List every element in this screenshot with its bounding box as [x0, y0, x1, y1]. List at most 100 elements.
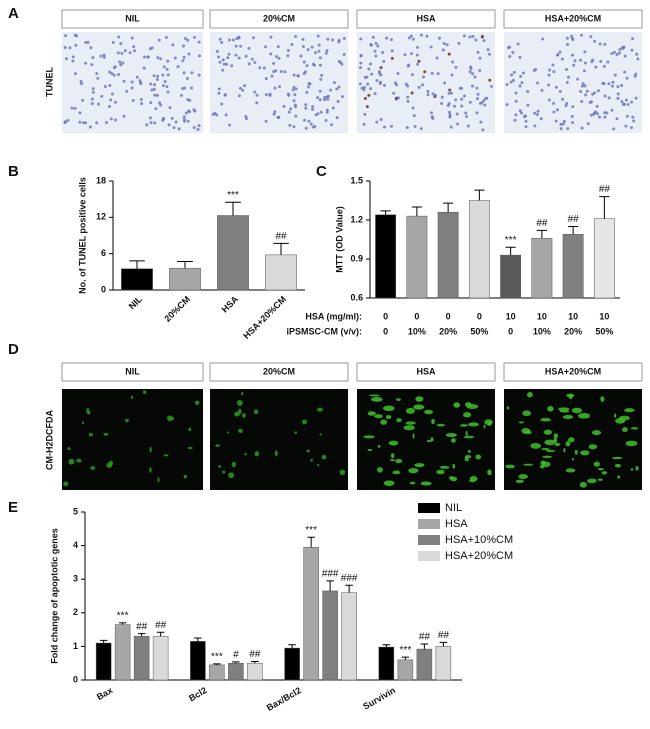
cell: [377, 444, 381, 448]
nucleus: [469, 67, 473, 71]
x-row-value: 10: [599, 311, 609, 321]
cell: [505, 464, 515, 469]
significance: ***: [400, 645, 412, 656]
nucleus: [130, 80, 134, 84]
nucleus: [375, 78, 379, 82]
nucleus: [403, 53, 407, 57]
nucleus: [558, 89, 562, 93]
nucleus: [378, 80, 382, 84]
nucleus: [286, 54, 290, 58]
nucleus: [181, 59, 185, 63]
nucleus: [360, 86, 364, 90]
header-label: HSA: [416, 13, 436, 23]
nucleus: [369, 87, 373, 91]
nucleus: [336, 99, 340, 103]
nucleus: [158, 101, 162, 105]
cell: [383, 480, 395, 486]
nucleus: [471, 34, 475, 38]
nucleus: [317, 43, 321, 47]
x-row-value: 10: [537, 311, 547, 321]
nucleus: [406, 95, 410, 99]
nucleus: [442, 42, 446, 46]
nucleus: [489, 84, 493, 88]
nucleus: [241, 88, 245, 92]
cell: [565, 468, 576, 473]
nucleus: [227, 52, 231, 56]
nucleus: [375, 120, 379, 124]
cell: [545, 449, 556, 453]
nucleus: [68, 46, 72, 50]
nucleus: [457, 41, 461, 45]
nucleus: [100, 94, 104, 98]
x-tick-label: Bcl2: [187, 685, 208, 703]
nucleus: [302, 118, 306, 122]
nucleus: [161, 117, 165, 121]
nucleus: [268, 92, 272, 96]
cell: [413, 404, 425, 410]
nucleus: [301, 44, 305, 48]
nucleus: [270, 74, 274, 78]
nucleus: [624, 98, 628, 102]
header-box: [61, 9, 204, 29]
cell: [469, 476, 478, 482]
nucleus: [286, 48, 290, 52]
cell: [558, 407, 570, 412]
nucleus: [478, 69, 482, 73]
x-row-label: iPSMSC-CM (v/v):: [286, 326, 362, 336]
header-label: 20%CM: [263, 13, 295, 23]
nucleus: [426, 93, 430, 97]
nucleus: [325, 108, 329, 112]
nucleus: [167, 123, 171, 127]
cell: [130, 395, 133, 400]
nucleus: [486, 48, 490, 52]
nucleus: [596, 89, 600, 93]
nucleus: [565, 36, 569, 40]
cell: [625, 440, 638, 447]
nucleus: [165, 67, 169, 71]
significance: ***: [505, 235, 517, 246]
nucleus: [116, 51, 120, 55]
nucleus: [420, 83, 424, 87]
nucleus: [451, 60, 455, 64]
error-bar: [536, 229, 547, 239]
significance: ##: [275, 231, 287, 242]
cell: [580, 450, 590, 456]
nucleus: [579, 58, 583, 62]
nucleus: [623, 70, 627, 74]
nucleus: [602, 82, 606, 86]
nucleus: [570, 114, 574, 118]
nucleus: [74, 43, 78, 47]
nucleus: [539, 117, 543, 121]
nucleus: [217, 87, 221, 91]
nucleus: [197, 40, 201, 44]
nucleus: [454, 98, 458, 102]
bar: [375, 214, 397, 299]
nucleus: [331, 106, 335, 110]
error-bar: [420, 643, 429, 650]
nucleus: [182, 115, 186, 119]
y-tick-label: 4: [73, 540, 78, 550]
nucleus: [324, 118, 328, 122]
nucleus: [406, 99, 410, 103]
nucleus: [108, 70, 112, 74]
nucleus: [182, 71, 186, 75]
nucleus: [412, 114, 416, 118]
nucleus: [161, 84, 165, 88]
nucleus: [70, 106, 74, 110]
nucleus: [192, 35, 196, 39]
nucleus: [108, 84, 112, 88]
nucleus: [276, 115, 280, 119]
nucleus: [244, 114, 248, 118]
cell: [88, 432, 93, 437]
cell: [489, 470, 492, 475]
nucleus: [430, 71, 434, 75]
nucleus: [393, 81, 397, 85]
nucleus: [389, 38, 393, 42]
nucleus: [367, 93, 371, 97]
nucleus: [429, 45, 433, 49]
header-box: [356, 362, 496, 382]
nucleus: [273, 110, 277, 114]
x-row-value: 10: [568, 311, 578, 321]
nucleus: [379, 117, 383, 121]
bar: [217, 215, 249, 291]
